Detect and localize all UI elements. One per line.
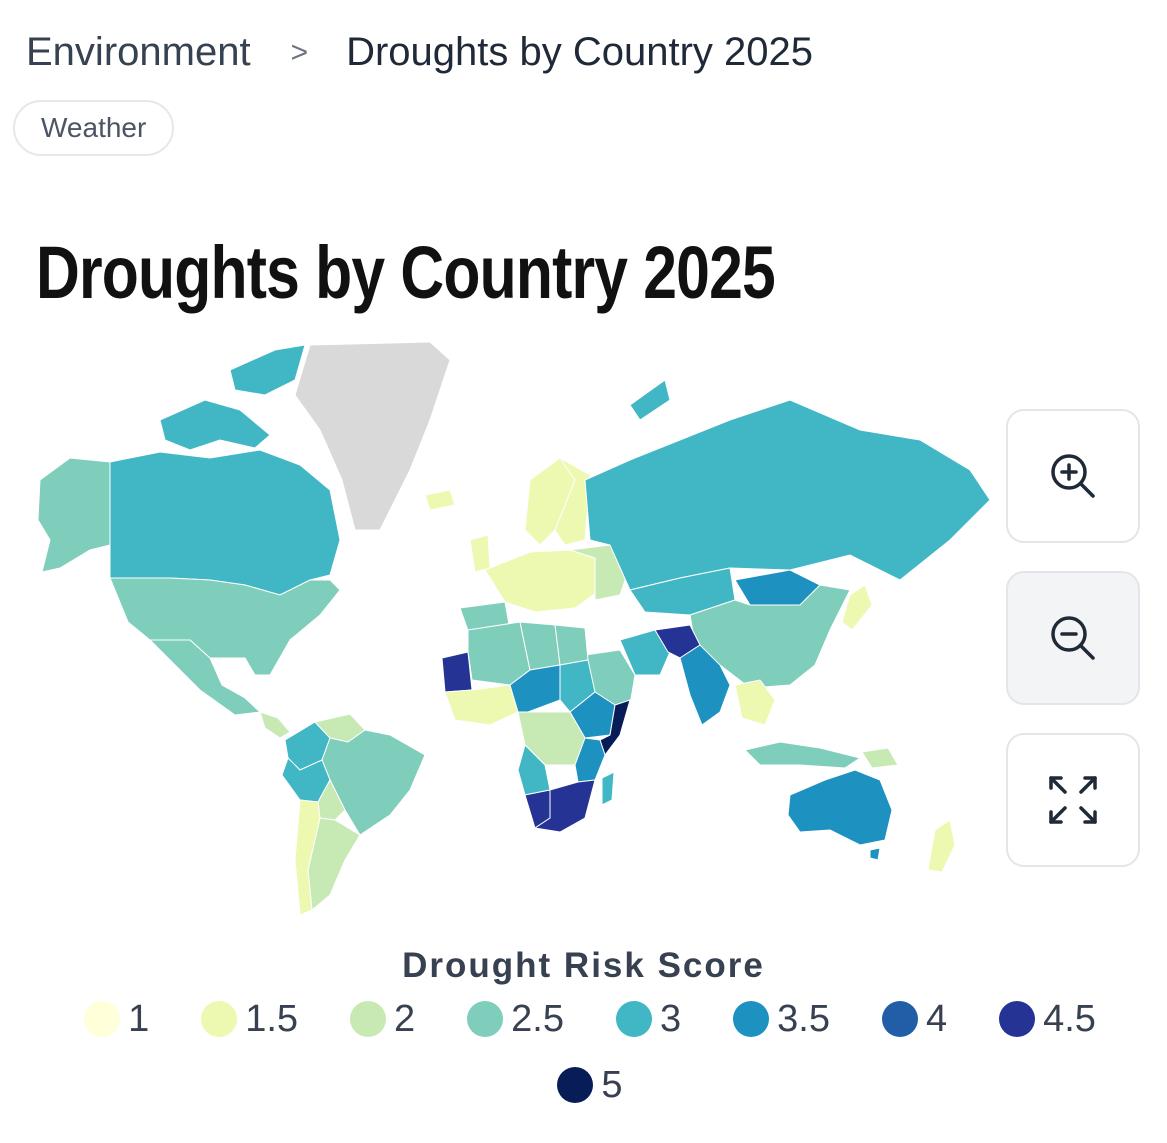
region-finland[interactable] <box>554 457 591 546</box>
breadcrumb-environment-link[interactable]: Environment <box>26 30 251 74</box>
region-greenland[interactable] <box>294 341 451 531</box>
legend-label: 5 <box>601 1063 623 1106</box>
region-papua-new-guinea[interactable] <box>861 747 899 769</box>
region-iran[interactable] <box>619 629 671 676</box>
world-map[interactable] <box>30 340 1000 920</box>
legend-label: 2 <box>394 997 416 1040</box>
world-map-svg[interactable] <box>30 340 1000 920</box>
legend-item[interactable]: 1 <box>84 995 149 1043</box>
region-mauritania[interactable] <box>441 651 473 693</box>
legend-color-swatch <box>881 1001 918 1037</box>
region-central-america[interactable] <box>259 711 291 739</box>
legend-color-swatch <box>350 1001 387 1037</box>
zoom-out-button[interactable] <box>1006 571 1140 705</box>
legend-label: 4 <box>925 997 948 1040</box>
legend-color-swatch <box>201 1001 238 1037</box>
legend-item[interactable]: 4 <box>881 995 948 1043</box>
region-russia[interactable] <box>584 399 991 591</box>
fullscreen-button[interactable] <box>1006 733 1140 867</box>
breadcrumb: Environment > Droughts by Country 2025 <box>26 30 813 75</box>
region-japan[interactable] <box>841 584 873 631</box>
legend-item[interactable]: 5 <box>557 1061 623 1109</box>
region-australia[interactable] <box>787 769 893 846</box>
map-title: Droughts by Country 2025 <box>36 231 776 314</box>
legend-color-swatch <box>616 1001 652 1037</box>
legend-item[interactable]: 2.5 <box>467 995 564 1043</box>
region-brazil[interactable] <box>321 729 426 836</box>
legend-label: 4.5 <box>1043 997 1096 1040</box>
legend: 1 1.5 2 2.5 3 3.5 4 4.5 5 <box>50 995 1130 1109</box>
region-uk[interactable] <box>469 534 491 573</box>
legend-color-swatch <box>467 1001 504 1037</box>
region-west-africa[interactable] <box>444 684 519 726</box>
expand-icon <box>1049 776 1097 824</box>
zoom-in-icon <box>1051 454 1095 498</box>
legend-label: 3.5 <box>777 997 830 1040</box>
region-canada-islands[interactable] <box>159 344 306 451</box>
legend-color-swatch <box>999 1001 1036 1037</box>
weather-tag[interactable]: Weather <box>13 100 175 156</box>
region-novaya-zemlya[interactable] <box>629 379 671 421</box>
region-indonesia[interactable] <box>744 741 862 769</box>
legend-color-swatch <box>84 1001 121 1037</box>
region-new-zealand[interactable] <box>927 819 956 873</box>
region-southeast-asia[interactable] <box>734 679 776 726</box>
region-iceland[interactable] <box>424 489 456 511</box>
breadcrumb-separator: > <box>290 35 309 69</box>
legend-label: 1.5 <box>245 997 299 1040</box>
region-algeria[interactable] <box>467 621 531 686</box>
legend-label: 3 <box>660 997 682 1040</box>
region-madagascar[interactable] <box>601 771 615 806</box>
legend-item[interactable]: 3 <box>616 995 681 1043</box>
legend-label: 2.5 <box>511 997 564 1040</box>
zoom-out-icon <box>1051 616 1095 660</box>
legend-item[interactable]: 4.5 <box>999 995 1096 1043</box>
region-egypt[interactable] <box>554 624 589 666</box>
region-chile[interactable] <box>294 799 321 916</box>
region-mexico[interactable] <box>148 639 262 716</box>
legend-title: Drought Risk Score <box>402 946 765 985</box>
legend-item[interactable]: 1.5 <box>201 995 298 1043</box>
region-india[interactable] <box>679 644 731 726</box>
legend-color-swatch <box>557 1067 594 1103</box>
breadcrumb-current-page: Droughts by Country 2025 <box>346 30 814 74</box>
region-united-states[interactable] <box>109 577 341 676</box>
region-south-africa[interactable] <box>533 779 596 833</box>
region-alaska[interactable] <box>37 457 111 573</box>
legend-item[interactable]: 2 <box>350 995 415 1043</box>
zoom-in-button[interactable] <box>1006 409 1140 543</box>
region-tasmania[interactable] <box>869 847 881 861</box>
legend-item[interactable]: 3.5 <box>733 995 830 1043</box>
legend-color-swatch <box>733 1001 770 1037</box>
legend-label: 1 <box>128 997 150 1040</box>
region-canada[interactable] <box>109 449 341 596</box>
